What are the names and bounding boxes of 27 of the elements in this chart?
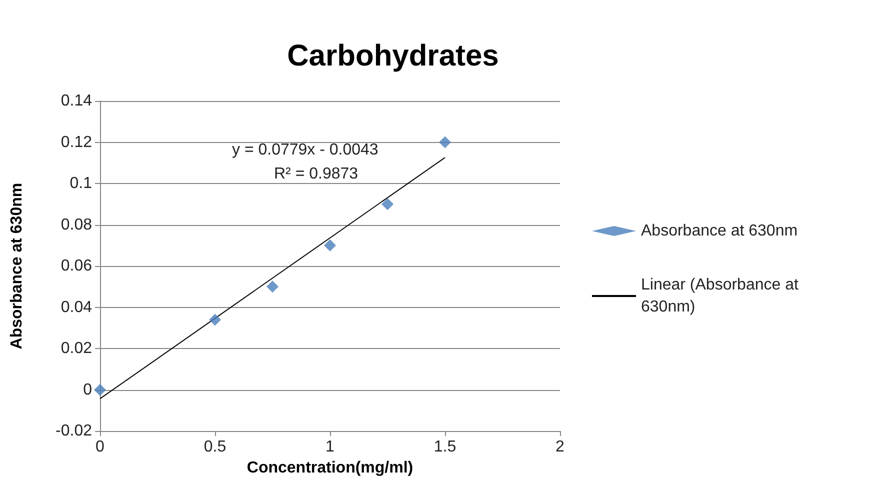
x-tick-label: 0.5	[204, 438, 226, 456]
y-tick-label: 0.08	[60, 216, 92, 234]
y-tick-label: 0	[83, 381, 92, 398]
point	[324, 239, 336, 252]
y-tick-label: 0.04	[60, 298, 92, 316]
y-tick-label: 0.1	[70, 175, 92, 192]
x-axis-title: Concentration(mg/ml)	[246, 460, 414, 476]
point	[266, 280, 278, 293]
point	[94, 384, 106, 396]
point	[209, 314, 221, 326]
y-tick-label: -0.02	[56, 422, 92, 440]
x-tick-label: 0	[96, 438, 105, 456]
y-axis-title: Absorbance at 630nm	[8, 182, 26, 350]
legend-label: Absorbance at 630nm	[641, 222, 798, 240]
legend-label: Linear (Absorbance at 630nm)	[641, 276, 803, 316]
point	[382, 198, 394, 210]
x-tick-label: 1	[326, 438, 335, 456]
annotation: y = 0.0779x - 0.0043	[232, 142, 378, 158]
chart-title: Carbohydrates	[287, 40, 499, 72]
y-tick-label: 0.06	[60, 258, 92, 275]
y-tick-label: 0.14	[60, 92, 92, 110]
y-tick-label: 0.12	[60, 134, 92, 151]
x-tick-label: 1.5	[434, 438, 456, 456]
x-tick-label: 2	[556, 438, 565, 456]
y-tick-label: 0.02	[60, 340, 92, 358]
annotation: R² = 0.9873	[274, 166, 358, 182]
point	[439, 136, 451, 148]
